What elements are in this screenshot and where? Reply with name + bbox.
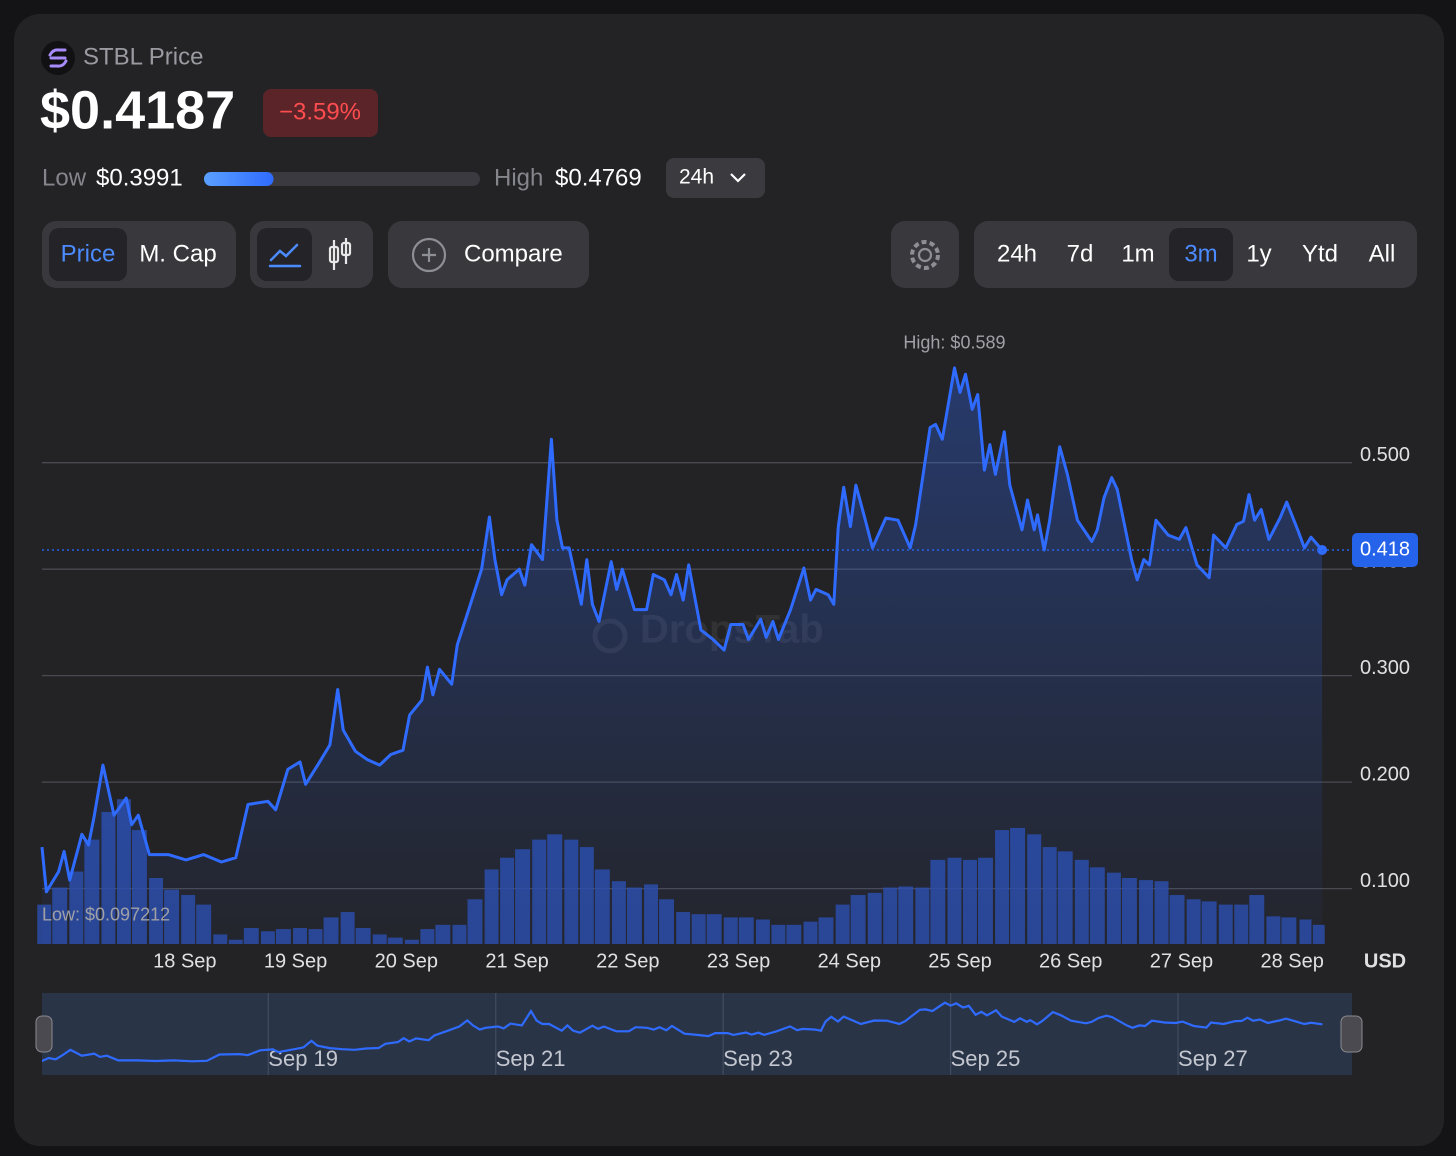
navigator-tick-label: Sep 21 <box>496 1046 566 1071</box>
high-label: High <box>494 164 543 191</box>
x-tick-label: 23 Sep <box>707 950 770 972</box>
annotation: High: $0.589 <box>903 333 1005 353</box>
timeframe-button[interactable]: 1m <box>1121 240 1154 267</box>
x-tick-label: 22 Sep <box>596 950 659 972</box>
change: −3.59% <box>279 98 361 125</box>
timeframe-button[interactable]: Ytd <box>1302 240 1338 267</box>
x-tick-label: 26 Sep <box>1039 950 1102 972</box>
low-value: $0.3991 <box>96 164 183 191</box>
metric-tab[interactable]: Price <box>61 240 116 267</box>
high-value: $0.4769 <box>555 164 642 191</box>
range-track <box>204 172 480 186</box>
x-tick-label: 27 Sep <box>1150 950 1213 972</box>
x-tick-label: 24 Sep <box>818 950 881 972</box>
timeframe-button[interactable]: 7d <box>1067 240 1094 267</box>
x-tick-label: 19 Sep <box>264 950 327 972</box>
coin-title: STBL Price <box>83 43 203 70</box>
range-select-label[interactable]: 24h <box>679 166 714 189</box>
price-area <box>42 367 1323 944</box>
price: $0.4187 <box>40 80 235 140</box>
navigator-handle-right[interactable] <box>1340 1015 1363 1053</box>
last-price-badge <box>1352 533 1418 568</box>
navigator-tick-label: Sep 25 <box>951 1046 1021 1071</box>
timeframe-button[interactable]: All <box>1369 240 1396 267</box>
x-tick-label: 18 Sep <box>153 950 216 972</box>
candle-style-button[interactable] <box>328 238 352 270</box>
y-tick-label: 0.500 <box>1360 444 1410 466</box>
axis-unit: USD <box>1364 950 1406 972</box>
timeframe-button[interactable]: 3m <box>1184 240 1217 267</box>
navigator-handle-left[interactable] <box>35 1015 53 1053</box>
y-tick-label: 0.300 <box>1360 657 1410 679</box>
settings-button[interactable] <box>891 221 959 288</box>
x-tick-label: 28 Sep <box>1261 950 1324 972</box>
range-select[interactable]: 24h <box>666 158 765 198</box>
price-line <box>40 366 1324 894</box>
last-price-label: 0.418 <box>1360 538 1410 560</box>
line-style-button[interactable] <box>257 228 312 281</box>
metric-tab-active[interactable] <box>49 228 127 281</box>
timeframe-button[interactable]: 1y <box>1246 240 1271 267</box>
navigator-tick-label: Sep 23 <box>723 1046 793 1071</box>
coin-logo <box>41 41 75 75</box>
range-fill <box>204 172 274 186</box>
timeframe-active[interactable] <box>1169 228 1233 281</box>
y-tick-label: 0.100 <box>1360 870 1410 892</box>
annotation: Low: $0.097212 <box>42 904 170 924</box>
x-tick-label: 20 Sep <box>375 950 438 972</box>
navigator-line <box>42 1001 1323 1063</box>
x-tick-label: 25 Sep <box>928 950 991 972</box>
y-tick-label: 0.200 <box>1360 763 1410 785</box>
navigator-tick-label: Sep 19 <box>268 1046 338 1071</box>
change-badge <box>263 89 378 137</box>
compare-button[interactable]: Compare <box>388 221 589 288</box>
compare-label[interactable]: Compare <box>464 240 563 267</box>
low-label: Low <box>42 164 87 191</box>
navigator-tick-label: Sep 27 <box>1178 1046 1248 1071</box>
metric-tab[interactable]: M. Cap <box>139 240 216 267</box>
timeframe-button[interactable]: 24h <box>997 240 1037 267</box>
x-tick-label: 21 Sep <box>485 950 548 972</box>
